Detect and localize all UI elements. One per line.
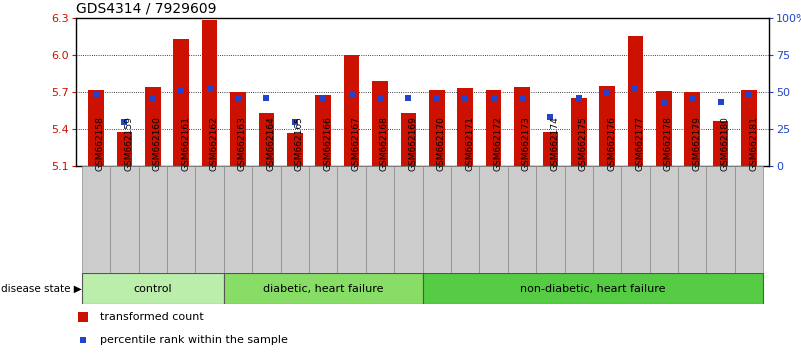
Bar: [316, 95, 331, 166]
Text: GSM662180: GSM662180: [721, 116, 730, 171]
Text: GSM662176: GSM662176: [607, 116, 616, 171]
Text: GSM662179: GSM662179: [692, 116, 702, 171]
Text: GSM662159: GSM662159: [124, 116, 134, 171]
FancyBboxPatch shape: [678, 166, 706, 273]
Bar: [457, 88, 473, 166]
FancyBboxPatch shape: [82, 273, 223, 304]
Bar: [741, 90, 757, 166]
FancyBboxPatch shape: [82, 166, 111, 273]
Text: GSM662178: GSM662178: [664, 116, 673, 171]
Text: GSM662165: GSM662165: [295, 116, 304, 171]
FancyBboxPatch shape: [223, 273, 423, 304]
Bar: [514, 87, 529, 166]
Text: non-diabetic, heart failure: non-diabetic, heart failure: [520, 284, 666, 293]
Text: GSM662169: GSM662169: [409, 116, 417, 171]
Text: percentile rank within the sample: percentile rank within the sample: [100, 335, 288, 346]
Text: GSM662174: GSM662174: [550, 116, 559, 171]
Bar: [485, 90, 501, 166]
Text: GSM662177: GSM662177: [635, 116, 645, 171]
Bar: [599, 86, 615, 166]
Bar: [372, 81, 388, 166]
Bar: [202, 20, 217, 166]
Bar: [542, 132, 558, 166]
Text: GSM662173: GSM662173: [522, 116, 531, 171]
Text: GSM662168: GSM662168: [380, 116, 389, 171]
Text: transformed count: transformed count: [100, 312, 204, 322]
Bar: [685, 92, 700, 166]
FancyBboxPatch shape: [394, 166, 423, 273]
Bar: [400, 113, 417, 166]
Text: GSM662158: GSM662158: [96, 116, 105, 171]
Text: GSM662171: GSM662171: [465, 116, 474, 171]
FancyBboxPatch shape: [223, 166, 252, 273]
Bar: [344, 55, 360, 166]
FancyBboxPatch shape: [280, 166, 309, 273]
FancyBboxPatch shape: [593, 166, 622, 273]
Text: control: control: [134, 284, 172, 293]
Text: GSM662181: GSM662181: [749, 116, 758, 171]
Bar: [230, 92, 246, 166]
FancyBboxPatch shape: [508, 166, 536, 273]
FancyBboxPatch shape: [565, 166, 593, 273]
Bar: [173, 39, 189, 166]
FancyBboxPatch shape: [167, 166, 195, 273]
Bar: [145, 87, 160, 166]
Text: GSM662162: GSM662162: [210, 116, 219, 171]
FancyBboxPatch shape: [479, 166, 508, 273]
Text: GSM662160: GSM662160: [153, 116, 162, 171]
FancyBboxPatch shape: [337, 166, 366, 273]
Bar: [713, 120, 728, 166]
Bar: [628, 36, 643, 166]
FancyBboxPatch shape: [650, 166, 678, 273]
Text: GSM662164: GSM662164: [267, 116, 276, 171]
Bar: [117, 132, 132, 166]
FancyBboxPatch shape: [423, 273, 763, 304]
Text: GSM662163: GSM662163: [238, 116, 247, 171]
FancyBboxPatch shape: [536, 166, 565, 273]
FancyBboxPatch shape: [195, 166, 223, 273]
Text: diabetic, heart failure: diabetic, heart failure: [263, 284, 384, 293]
FancyBboxPatch shape: [451, 166, 479, 273]
FancyBboxPatch shape: [366, 166, 394, 273]
FancyBboxPatch shape: [252, 166, 280, 273]
Text: GSM662170: GSM662170: [437, 116, 445, 171]
Bar: [287, 133, 303, 166]
FancyBboxPatch shape: [309, 166, 337, 273]
Bar: [656, 91, 672, 166]
Text: GDS4314 / 7929609: GDS4314 / 7929609: [76, 1, 216, 15]
Text: GSM662161: GSM662161: [181, 116, 190, 171]
Bar: [259, 113, 274, 166]
Text: GSM662167: GSM662167: [352, 116, 360, 171]
FancyBboxPatch shape: [423, 166, 451, 273]
FancyBboxPatch shape: [622, 166, 650, 273]
Text: GSM662175: GSM662175: [578, 116, 588, 171]
FancyBboxPatch shape: [706, 166, 735, 273]
Text: GSM662172: GSM662172: [493, 116, 502, 171]
Bar: [429, 90, 445, 166]
FancyBboxPatch shape: [139, 166, 167, 273]
Text: GSM662166: GSM662166: [323, 116, 332, 171]
FancyBboxPatch shape: [735, 166, 763, 273]
Bar: [571, 98, 586, 166]
Text: disease state ▶: disease state ▶: [1, 284, 82, 293]
Bar: [88, 90, 104, 166]
FancyBboxPatch shape: [111, 166, 139, 273]
